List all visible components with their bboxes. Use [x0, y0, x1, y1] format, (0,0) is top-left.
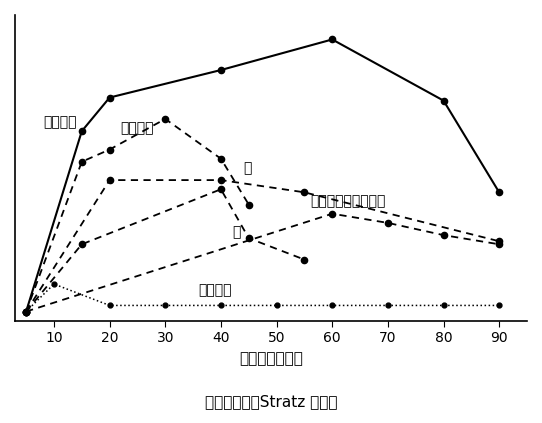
- Text: 女: 女: [232, 225, 241, 239]
- X-axis label: 年　齢　（歳）: 年 齢 （歳）: [239, 351, 303, 366]
- Text: 身体機能および技能: 身体機能および技能: [310, 195, 385, 209]
- Text: 生命曲線　（Stratz ほか）: 生命曲線 （Stratz ほか）: [205, 394, 337, 409]
- Text: 新陳代謝: 新陳代謝: [199, 283, 232, 297]
- Text: 男: 男: [243, 161, 251, 175]
- Text: 生殖機能: 生殖機能: [121, 121, 154, 135]
- Text: 精神機能: 精神機能: [43, 115, 76, 129]
